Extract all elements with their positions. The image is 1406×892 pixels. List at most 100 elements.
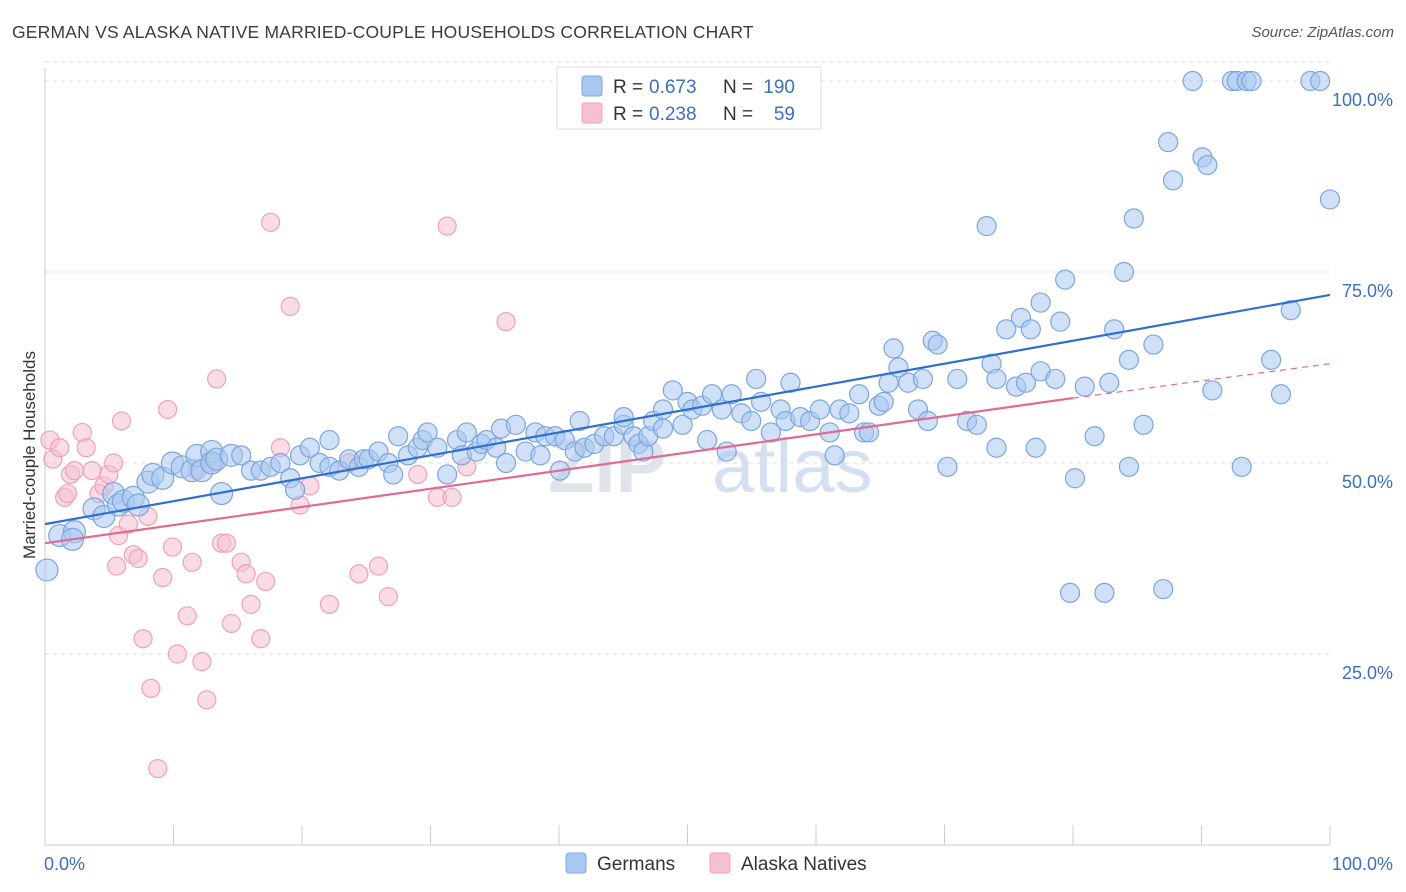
germans-point (1064, 468, 1086, 489)
alaska-natives-point (256, 571, 276, 592)
germans-point (1231, 456, 1252, 477)
germans-point (1074, 376, 1095, 397)
germans-point (986, 368, 1007, 390)
alaska-natives-point (104, 453, 124, 473)
germans-point (1261, 349, 1282, 370)
germans-point (456, 422, 477, 443)
alaska-natives-point (241, 594, 261, 614)
germans-point (569, 410, 590, 432)
germans-point (873, 391, 894, 412)
chart-title: GERMAN VS ALASKA NATIVE MARRIED-COUPLE H… (12, 22, 754, 42)
legend-swatch-germans (581, 75, 603, 97)
germans-point (1182, 70, 1203, 92)
legend-n-label-2: N = (723, 104, 753, 125)
germans-point (746, 368, 767, 390)
alaska-natives-point (236, 564, 256, 584)
top-legend: R = 0.673 N = 190 R = 0.238 N = 59 (556, 66, 822, 130)
germans-point (1319, 189, 1341, 210)
germans-point (1104, 319, 1125, 340)
germans-point (883, 338, 904, 359)
alaska-natives-point (221, 613, 241, 634)
chart-source: Source: ZipAtlas.com (1251, 24, 1394, 41)
germans-point (1113, 261, 1135, 283)
alaska-natives-point (182, 552, 202, 572)
legend-n-label-1: N = (723, 77, 753, 98)
trend-lines (44, 293, 1331, 545)
germans-point (760, 422, 781, 443)
alaska-natives-point (319, 594, 340, 614)
germans-point (927, 334, 948, 355)
germans-point (530, 445, 551, 466)
legend-r-label-1: R = (613, 77, 643, 98)
germans-point (1118, 456, 1140, 477)
germans-point (1020, 319, 1041, 340)
alaska-natives-point (57, 483, 78, 504)
germans-point (652, 418, 674, 439)
x-tick-label-max: 100.0% (1332, 854, 1393, 874)
y-tick-label-50: 50.0% (1342, 472, 1393, 492)
germans-point (839, 403, 860, 424)
germans-point (741, 410, 762, 432)
x-tick-label-min: 0.0% (44, 854, 85, 874)
germans-point (937, 456, 958, 477)
y-tick-label-75: 75.0% (1342, 281, 1393, 301)
germans-point (1143, 334, 1164, 355)
germans-point (1123, 208, 1144, 229)
alaska-natives-point (111, 411, 132, 431)
alaska-natives-point (76, 438, 96, 458)
alaska-natives-point (378, 587, 398, 607)
germans-point (1153, 578, 1174, 600)
germans-point (947, 368, 968, 390)
germans-point (1050, 311, 1071, 332)
legend-r-value-1: 0.673 (649, 77, 697, 98)
bottom-legend-swatch-alaska-natives (709, 852, 731, 874)
alaska-natives-point (107, 556, 127, 576)
alaska-natives-point (82, 461, 102, 481)
bottom-legend: Germans Alaska Natives (565, 852, 867, 875)
germans-point (1310, 70, 1331, 92)
germans-point (672, 414, 693, 435)
alaska-natives-trend-line (44, 396, 1074, 545)
y-tick-label-100: 100.0% (1332, 90, 1393, 110)
germans-trend-line (44, 293, 1331, 526)
germans-point (319, 429, 340, 451)
alaska-natives-point (280, 296, 300, 316)
germans-point (437, 464, 458, 485)
germans-point (1197, 154, 1218, 176)
germans-point (917, 410, 938, 432)
germans-point (35, 558, 59, 582)
germans-point (285, 479, 306, 500)
bottom-legend-alaska-natives: Alaska Natives (741, 854, 867, 875)
germans-point (1270, 384, 1292, 405)
germans-point (1015, 372, 1037, 393)
alaska-natives-point (153, 567, 173, 588)
alaska-natives-point (216, 533, 237, 553)
germans-point (996, 319, 1017, 340)
germans-point (697, 429, 718, 451)
germans-point (912, 368, 934, 390)
germans-point (495, 452, 517, 474)
germans-point (1055, 269, 1076, 290)
alaska-natives-point (207, 369, 227, 389)
germans-point (1202, 380, 1223, 401)
germans-point (662, 380, 683, 401)
germans-point (824, 445, 845, 466)
bottom-legend-germans: Germans (597, 854, 675, 875)
alaska-natives-point (158, 399, 178, 420)
germans-point (721, 384, 742, 405)
germans-point (1059, 582, 1081, 603)
alaska-natives-point (408, 464, 428, 485)
germans-point (1025, 437, 1046, 458)
germans-points (35, 70, 1341, 603)
y-tick-labels: 25.0% 50.0% 75.0% 100.0% (1332, 90, 1393, 683)
germans-point (1158, 132, 1179, 153)
germans-point (986, 437, 1007, 458)
germans-point (1241, 70, 1262, 92)
germans-point (231, 445, 252, 466)
alaska-natives-point (192, 652, 212, 672)
germans-point (613, 407, 634, 428)
alaska-natives-point (368, 556, 389, 576)
germans-point (1030, 292, 1051, 313)
germans-point (701, 384, 723, 405)
